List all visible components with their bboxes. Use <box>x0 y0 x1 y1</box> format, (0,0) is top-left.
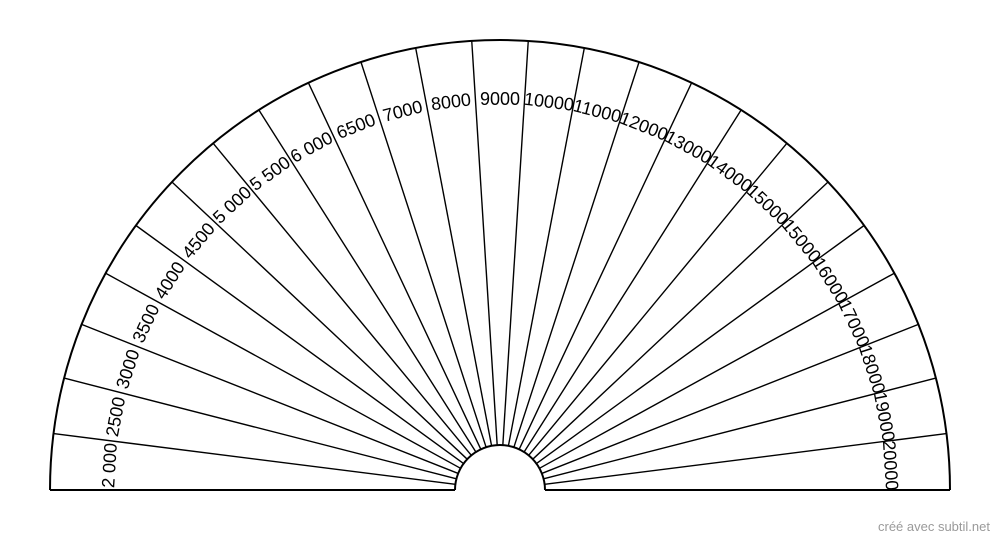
sector-label: 20000 <box>879 440 902 491</box>
credit-text: créé avec subtil.net <box>878 519 990 534</box>
sector-label: 9000 <box>480 89 520 109</box>
fan-chart: 2 000250030003500400045005 0005 5006 000… <box>0 0 1000 540</box>
sector-label: 2 000 <box>98 442 121 488</box>
